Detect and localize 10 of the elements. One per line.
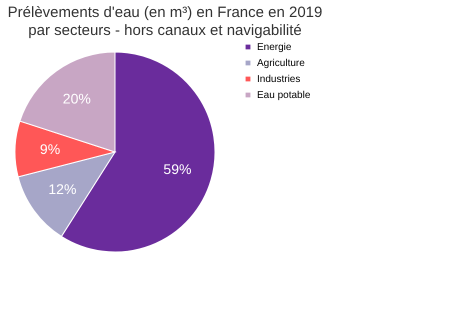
data-label: 59%	[163, 161, 192, 178]
chart-subtitle: par secteurs - hors canaux et navigabilité	[28, 22, 302, 39]
data-label: 20%	[62, 90, 91, 106]
legend-label: Agriculture	[257, 58, 306, 69]
chart-title: Prélèvements d'eau (en m³) en France en 2019	[8, 4, 322, 21]
legend-label: Industries	[257, 74, 300, 85]
legend-label: Energie	[257, 42, 292, 53]
data-label: 9%	[40, 140, 60, 157]
data-label: 12%	[48, 181, 76, 198]
legend-label: Eau potable	[257, 90, 311, 101]
